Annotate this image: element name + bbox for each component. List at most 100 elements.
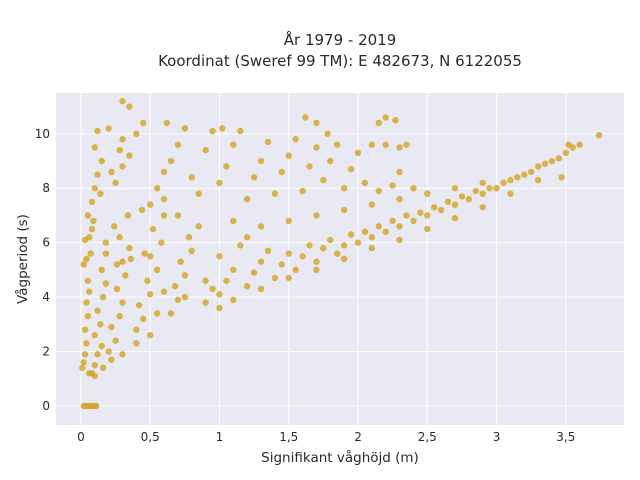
data-point (81, 351, 89, 358)
data-point (320, 176, 327, 184)
data-point (116, 312, 123, 320)
data-point (98, 157, 105, 165)
data-point (479, 190, 486, 197)
data-point (230, 141, 237, 148)
chart-title-line1: År 1979 - 2019 (284, 30, 397, 49)
data-point (102, 280, 110, 287)
data-point (271, 274, 279, 282)
data-point (507, 190, 514, 197)
data-point (174, 296, 182, 304)
data-point (237, 127, 244, 135)
data-point (375, 119, 382, 127)
data-point (163, 119, 171, 127)
y-tick-label: 4 (42, 290, 50, 304)
data-point (116, 146, 123, 154)
x-tick-label: 0,5 (141, 430, 160, 444)
data-point (177, 258, 184, 265)
data-point (396, 236, 403, 244)
data-point (141, 250, 148, 257)
data-point (81, 326, 89, 333)
data-point (102, 250, 110, 257)
data-point (122, 272, 129, 279)
data-point (230, 266, 237, 274)
data-point (119, 351, 126, 358)
data-point (102, 239, 110, 246)
data-point (493, 185, 500, 192)
data-point (382, 114, 389, 121)
data-point (92, 402, 100, 410)
x-tick-label: 0 (77, 430, 85, 444)
data-point (116, 234, 123, 241)
data-point (340, 255, 348, 263)
chart-title-line2: Koordinat (Sweref 99 TM): E 482673, N 61… (158, 52, 522, 70)
data-point (144, 277, 151, 284)
data-point (91, 372, 98, 380)
data-point (88, 198, 96, 206)
data-point (306, 242, 313, 249)
y-axis-title: Vågperiod (s) (14, 214, 31, 304)
data-point (149, 225, 157, 233)
data-point (410, 185, 417, 192)
data-point (534, 163, 542, 170)
data-point (119, 97, 126, 105)
data-point (569, 144, 576, 151)
data-point (105, 125, 112, 132)
data-point (299, 187, 306, 195)
data-point (113, 261, 121, 268)
data-point (340, 206, 348, 214)
data-point (278, 261, 286, 268)
data-point (250, 174, 258, 181)
data-point (243, 195, 251, 203)
data-point (202, 299, 209, 306)
data-point (91, 361, 98, 369)
data-point (257, 285, 265, 293)
x-tick-label: 2,5 (418, 430, 437, 444)
data-point (83, 255, 90, 263)
data-point (389, 182, 396, 189)
data-point (472, 187, 479, 195)
data-point (216, 291, 223, 298)
data-point (479, 179, 486, 187)
data-point (424, 190, 431, 197)
data-point (140, 315, 147, 323)
data-point (181, 272, 189, 279)
data-point (278, 168, 286, 176)
data-point (431, 204, 438, 211)
data-point (451, 214, 459, 222)
data-point (99, 364, 107, 372)
data-point (216, 179, 223, 187)
data-point (80, 359, 87, 366)
data-point (340, 185, 348, 192)
data-point (86, 234, 93, 241)
data-point (313, 144, 320, 151)
data-point (110, 223, 118, 230)
data-point (188, 174, 195, 181)
data-point (126, 103, 133, 110)
data-point (181, 293, 189, 301)
data-point (334, 141, 341, 148)
data-point (185, 234, 193, 241)
x-tick-label: 3,5 (556, 430, 575, 444)
data-point (264, 247, 272, 255)
data-point (98, 342, 105, 350)
data-point (167, 157, 175, 165)
data-point (595, 131, 603, 139)
data-point (230, 217, 237, 225)
data-point (382, 141, 389, 148)
data-point (216, 253, 223, 260)
data-point (88, 225, 96, 233)
data-point (558, 174, 565, 181)
data-point (86, 288, 93, 295)
data-point (223, 277, 230, 284)
data-point (368, 201, 376, 208)
data-point (98, 266, 105, 274)
data-point (521, 171, 528, 178)
data-point (354, 239, 362, 246)
x-tick-label: 2 (354, 430, 362, 444)
data-point (119, 163, 126, 170)
data-point (514, 174, 521, 181)
data-point (138, 206, 146, 214)
data-point (334, 250, 341, 257)
data-point (396, 168, 403, 176)
data-point (243, 283, 251, 290)
